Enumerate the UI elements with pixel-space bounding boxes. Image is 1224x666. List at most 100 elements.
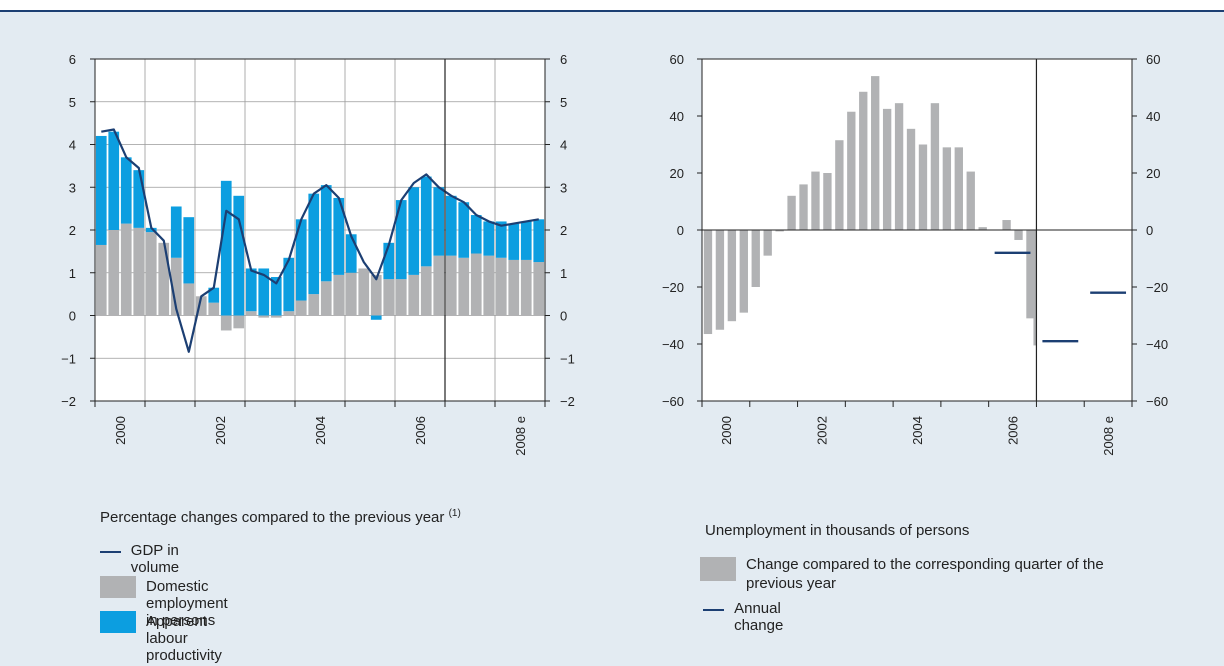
quarterly-change-bar xyxy=(859,91,868,231)
legend-item-employment: Domestic employment in persons xyxy=(100,576,228,629)
productivity-bar xyxy=(320,185,332,282)
legend-item-gdp: GDP in volume xyxy=(100,542,192,576)
quarterly-change-bar xyxy=(906,128,916,230)
quarterly-change-bar xyxy=(978,227,987,230)
y-tick-label-right: 0 xyxy=(560,309,567,324)
employment-bar xyxy=(383,279,395,316)
left-legend-title-text: Percentage changes compared to the previ… xyxy=(100,509,445,526)
productivity-bar xyxy=(108,131,120,230)
x-tick-label: 2008 e xyxy=(1101,416,1116,456)
productivity-bar xyxy=(333,197,345,275)
y-tick-label-left: 0 xyxy=(69,309,76,324)
quarterly-change-bar xyxy=(894,103,904,230)
y-tick-label-left: 4 xyxy=(69,138,76,153)
quarterly-change-bar xyxy=(1002,220,1011,230)
quarterly-change-bar xyxy=(942,147,952,230)
productivity-bar xyxy=(295,219,307,301)
y-tick-label-right: 60 xyxy=(1146,52,1160,67)
productivity-bar xyxy=(495,221,507,258)
y-tick-label-left: −2 xyxy=(61,394,76,409)
y-tick-label-right: −1 xyxy=(560,351,575,366)
productivity-bar xyxy=(208,287,220,303)
y-tick-label-right: 40 xyxy=(1146,109,1160,124)
quarterly-change-bar xyxy=(835,140,844,230)
employment-bar xyxy=(245,311,257,316)
y-tick-label-right: 6 xyxy=(560,52,567,67)
gdp-line-swatch xyxy=(100,551,121,553)
gdp-line xyxy=(101,128,539,353)
left-legend-title-note: (1) xyxy=(448,508,461,519)
productivity-bar xyxy=(458,202,470,258)
employment-bar xyxy=(120,223,132,316)
x-tick-label: 2002 xyxy=(213,416,228,445)
productivity-bar xyxy=(345,234,357,273)
y-tick-label-left: 40 xyxy=(670,109,684,124)
employment-bar xyxy=(458,257,470,316)
employment-bar xyxy=(220,315,232,331)
y-tick-label-right: 0 xyxy=(1146,223,1153,238)
employment-bar xyxy=(145,232,157,316)
y-tick-label-left: −1 xyxy=(61,351,76,366)
productivity-bar xyxy=(433,187,445,256)
right-legend-title: Unemployment in thousands of persons xyxy=(705,522,970,539)
employment-bar xyxy=(258,315,270,318)
chart-panel: −2 −2 −1 −1 0 0 1 1 2 2 3 3 4 4 5 5 6 6 2000 2002 2004 2006 20… xyxy=(0,10,1224,666)
productivity-bar xyxy=(220,180,232,316)
x-tick-label: 2006 xyxy=(413,416,428,445)
productivity-bar xyxy=(520,221,532,260)
legend-label-quarterly-change: Change compared to the corresponding qua… xyxy=(746,556,1104,592)
legend-item-quarterly-change: Change compared to the corresponding qua… xyxy=(700,555,1160,593)
quarterly-change-bar xyxy=(930,103,940,230)
employment-bar xyxy=(408,274,420,316)
employment-bar xyxy=(95,244,107,316)
productivity-bar xyxy=(145,227,157,233)
employment-bar xyxy=(208,302,220,316)
right-chart: −60 −60 −40 −40 −20 −20 0 0 20 20 40 40 60 60 2000 2002… xyxy=(662,52,1168,456)
productivity-bar xyxy=(508,223,520,260)
employment-bar xyxy=(495,257,507,316)
quarterly-change-bar xyxy=(847,111,856,230)
productivity-bar xyxy=(183,217,195,284)
employment-bar xyxy=(170,257,182,316)
quarterly-change-bar xyxy=(882,108,892,230)
legend-label-gdp: GDP in volume xyxy=(130,542,180,576)
quarterly-change-bar xyxy=(763,230,772,256)
quarterly-change-bar xyxy=(966,171,975,230)
y-tick-label-right: 2 xyxy=(560,223,567,238)
legend-item-productivity: Apparent labour productivity xyxy=(100,611,222,664)
employment-bar xyxy=(520,259,532,316)
employment-bar xyxy=(308,294,320,316)
employment-bar xyxy=(158,242,170,316)
annual-change-swatch xyxy=(703,609,725,611)
employment-bar xyxy=(445,255,457,316)
y-tick-label-left: 6 xyxy=(69,52,76,67)
quarterly-change-bar xyxy=(1026,230,1035,319)
y-tick-label-left: 2 xyxy=(69,223,76,238)
productivity-bar xyxy=(470,215,482,254)
quarterly-change-bar xyxy=(751,230,760,287)
quarterly-change-bar xyxy=(715,230,725,330)
productivity-bar xyxy=(95,135,107,245)
x-tick-label: 2006 xyxy=(1006,416,1021,445)
employment-bar xyxy=(233,315,245,329)
y-tick-label-left: 5 xyxy=(69,95,76,110)
employment-bar xyxy=(195,296,207,316)
employment-swatch xyxy=(100,576,136,598)
quarterly-change-bar xyxy=(787,195,796,230)
employment-bar xyxy=(533,262,545,316)
employment-bar xyxy=(358,268,370,316)
employment-bar xyxy=(420,266,432,316)
legend-label-employment: Domestic employment in persons xyxy=(146,578,228,629)
employment-bar xyxy=(395,279,407,316)
productivity-bar xyxy=(270,277,282,316)
productivity-bar xyxy=(120,157,132,224)
y-tick-label-right: 3 xyxy=(560,180,567,195)
left-legend-title: Percentage changes compared to the previ… xyxy=(100,508,461,526)
x-tick-label: 2000 xyxy=(113,416,128,445)
productivity-bar xyxy=(420,176,432,267)
x-tick-label: 2008 e xyxy=(513,416,528,456)
legend-label-productivity: Apparent labour productivity xyxy=(146,613,222,664)
productivity-bar xyxy=(370,315,382,320)
productivity-bar xyxy=(445,195,457,256)
y-tick-label-right: 1 xyxy=(560,266,567,281)
